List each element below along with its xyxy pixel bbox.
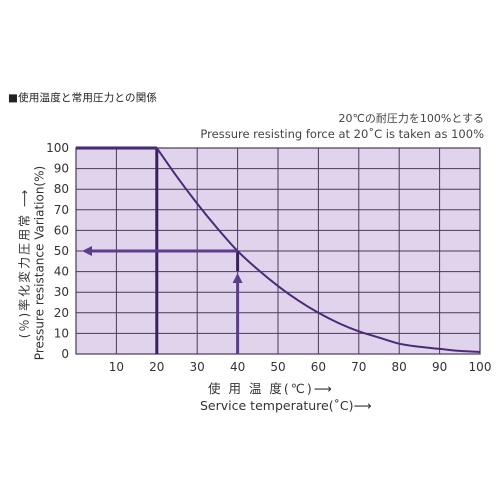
y-tick-label-60: 60 [54, 223, 69, 237]
x-tick-label-90: 90 [432, 360, 447, 374]
x-tick-label-20: 20 [149, 360, 164, 374]
x-axis-label-japanese: 使 用 温 度(℃)⟶ [208, 381, 334, 396]
x-tick-label-30: 30 [190, 360, 205, 374]
pressure-curve [76, 147, 481, 353]
y-tick-label-30: 30 [54, 285, 69, 299]
x-tick-label-100: 100 [469, 360, 492, 374]
reading-arrows [82, 246, 243, 354]
x-tick-label-40: 40 [230, 360, 245, 374]
x-tick-label-50: 50 [270, 360, 285, 374]
y-tick-label-10: 10 [54, 326, 69, 340]
x-tick-label-70: 70 [351, 360, 366, 374]
y-tick-label-100: 100 [46, 141, 69, 155]
chart-heading: ■使用温度と常用圧力との関係 [8, 92, 158, 104]
y-tick-label-70: 70 [54, 203, 69, 217]
arrow-left-head [82, 246, 92, 256]
x-tick-label-60: 60 [311, 360, 326, 374]
x-tick-label-80: 80 [392, 360, 407, 374]
y-tick-label-90: 90 [54, 162, 69, 176]
x-axis-label-english: Service temperature(˚C)⟶ [200, 398, 372, 413]
baseline-note-english: Pressure resisting force at 20˚C is take… [200, 127, 484, 141]
y-tick-label-40: 40 [54, 265, 69, 279]
baseline-note-japanese: 20℃の耐圧力を100%とする [338, 112, 484, 125]
y-tick-label-50: 50 [54, 244, 69, 258]
tick-labels: 0 10 20 30 40 50 60 70 80 90 100 10 20 30 40 50 60 70 80 90… [46, 141, 491, 374]
y-tick-label-80: 80 [54, 182, 69, 196]
x-tick-label-10: 10 [109, 360, 124, 374]
y-tick-label-0: 0 [61, 347, 69, 361]
arrow-up-head [232, 273, 243, 283]
y-tick-label-20: 20 [54, 306, 69, 320]
